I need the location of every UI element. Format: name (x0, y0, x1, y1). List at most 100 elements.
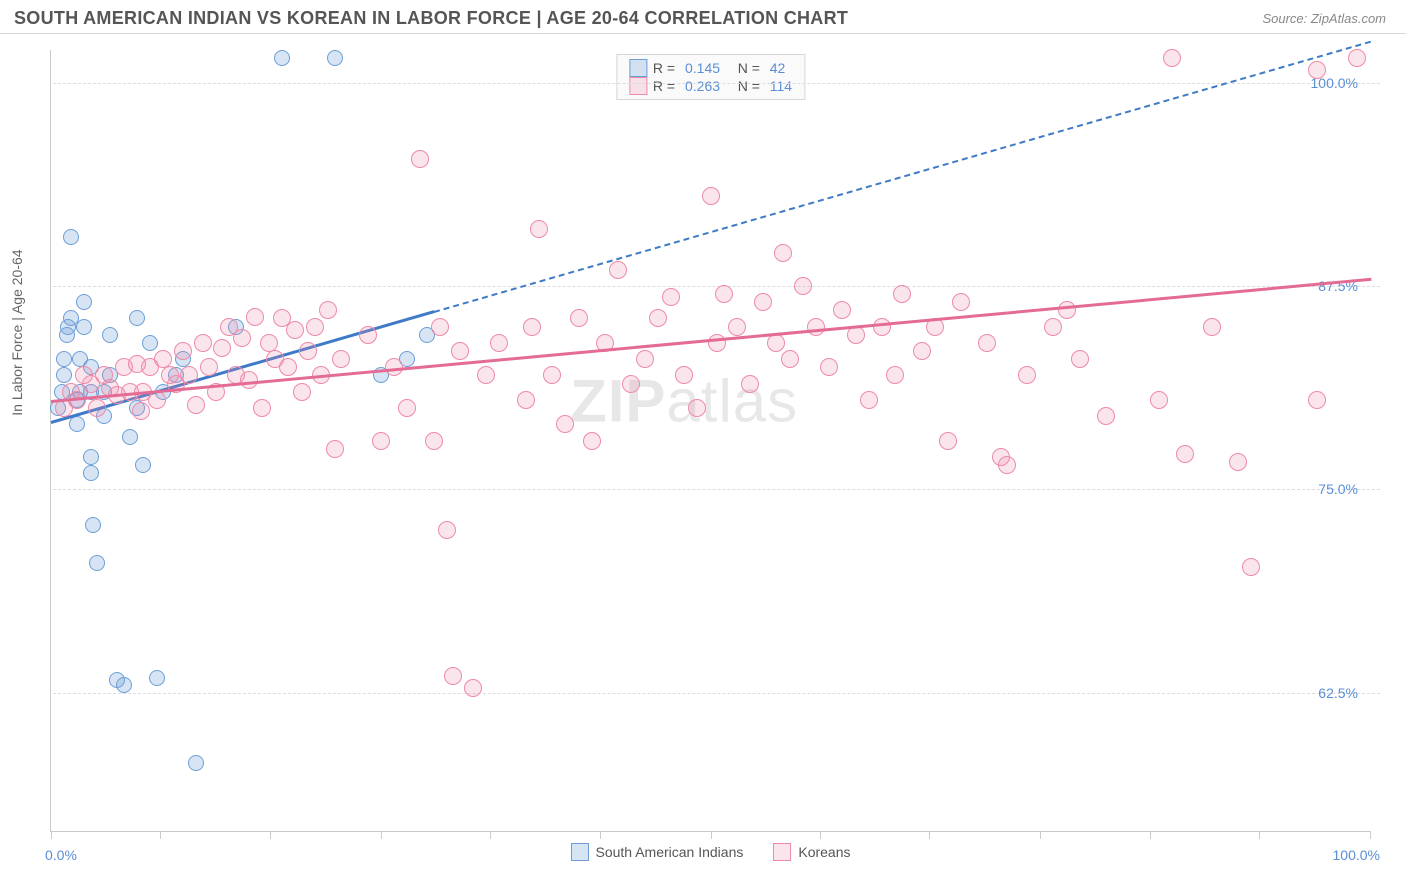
legend-n-label: N = (726, 60, 764, 76)
x-tick (1259, 831, 1260, 839)
legend-r-label: R = (653, 60, 679, 76)
data-point (279, 358, 297, 376)
data-point (1348, 49, 1366, 67)
legend-swatch-series-0 (570, 843, 588, 861)
x-tick (600, 831, 601, 839)
trend-line (434, 40, 1372, 312)
data-point (372, 432, 390, 450)
chart-header: SOUTH AMERICAN INDIAN VS KOREAN IN LABOR… (0, 0, 1406, 34)
data-point (88, 399, 106, 417)
data-point (132, 402, 150, 420)
data-point (1071, 350, 1089, 368)
data-point (213, 339, 231, 357)
data-point (741, 375, 759, 393)
data-point (253, 399, 271, 417)
data-point (675, 366, 693, 384)
data-point (728, 318, 746, 336)
data-point (754, 293, 772, 311)
data-point (116, 677, 132, 693)
data-point (194, 334, 212, 352)
data-point (477, 366, 495, 384)
data-point (715, 285, 733, 303)
data-point (998, 456, 1016, 474)
data-point (69, 416, 85, 432)
gridline (53, 83, 1380, 84)
data-point (398, 399, 416, 417)
x-tick (820, 831, 821, 839)
data-point (1058, 301, 1076, 319)
legend-swatch-series-1 (773, 843, 791, 861)
x-tick (1370, 831, 1371, 839)
x-tick (1150, 831, 1151, 839)
legend-row: R = 0.263 N = 114 (629, 77, 792, 95)
x-axis-max-label: 100.0% (1333, 847, 1380, 863)
legend-r-value: 0.145 (685, 60, 720, 76)
data-point (609, 261, 627, 279)
data-point (1308, 61, 1326, 79)
x-tick (1040, 831, 1041, 839)
data-point (860, 391, 878, 409)
data-point (444, 667, 462, 685)
data-point (893, 285, 911, 303)
data-point (326, 440, 344, 458)
data-point (702, 187, 720, 205)
data-point (767, 334, 785, 352)
data-point (56, 351, 72, 367)
data-point (1203, 318, 1221, 336)
legend-n-value: 114 (770, 78, 792, 94)
data-point (76, 294, 92, 310)
data-point (293, 383, 311, 401)
x-tick (381, 831, 382, 839)
legend-r-value: 0.263 (685, 78, 720, 94)
data-point (781, 350, 799, 368)
data-point (89, 555, 105, 571)
data-point (1229, 453, 1247, 471)
data-point (102, 327, 118, 343)
data-point (622, 375, 640, 393)
data-point (319, 301, 337, 319)
y-tick-label: 75.0% (1318, 481, 1358, 497)
series-legend: South American Indians Koreans (570, 843, 850, 861)
legend-swatch-series-0 (629, 59, 647, 77)
data-point (200, 358, 218, 376)
data-point (149, 670, 165, 686)
data-point (1163, 49, 1181, 67)
data-point (233, 329, 251, 347)
series-name: Koreans (798, 844, 850, 860)
chart-source: Source: ZipAtlas.com (1262, 11, 1386, 26)
data-point (543, 366, 561, 384)
data-point (913, 342, 931, 360)
legend-row: R = 0.145 N = 42 (629, 59, 792, 77)
legend-n-label: N = (726, 78, 764, 94)
data-point (649, 309, 667, 327)
x-tick (270, 831, 271, 839)
data-point (451, 342, 469, 360)
data-point (76, 319, 92, 335)
data-point (246, 308, 264, 326)
data-point (523, 318, 541, 336)
data-point (286, 321, 304, 339)
correlation-legend: R = 0.145 N = 42 R = 0.263 N = 114 (616, 54, 805, 100)
data-point (1018, 366, 1036, 384)
data-point (438, 521, 456, 539)
data-point (570, 309, 588, 327)
series-legend-item: Koreans (773, 843, 850, 861)
y-tick-label: 62.5% (1318, 685, 1358, 701)
legend-r-label: R = (653, 78, 679, 94)
x-axis-min-label: 0.0% (45, 847, 77, 863)
gridline (53, 693, 1380, 694)
data-point (122, 429, 138, 445)
x-tick (929, 831, 930, 839)
data-point (63, 229, 79, 245)
gridline (53, 489, 1380, 490)
data-point (1044, 318, 1062, 336)
series-legend-item: South American Indians (570, 843, 743, 861)
data-point (978, 334, 996, 352)
x-tick (711, 831, 712, 839)
data-point (952, 293, 970, 311)
data-point (187, 396, 205, 414)
data-point (135, 457, 151, 473)
legend-n-value: 42 (770, 60, 786, 76)
data-point (1242, 558, 1260, 576)
data-point (833, 301, 851, 319)
